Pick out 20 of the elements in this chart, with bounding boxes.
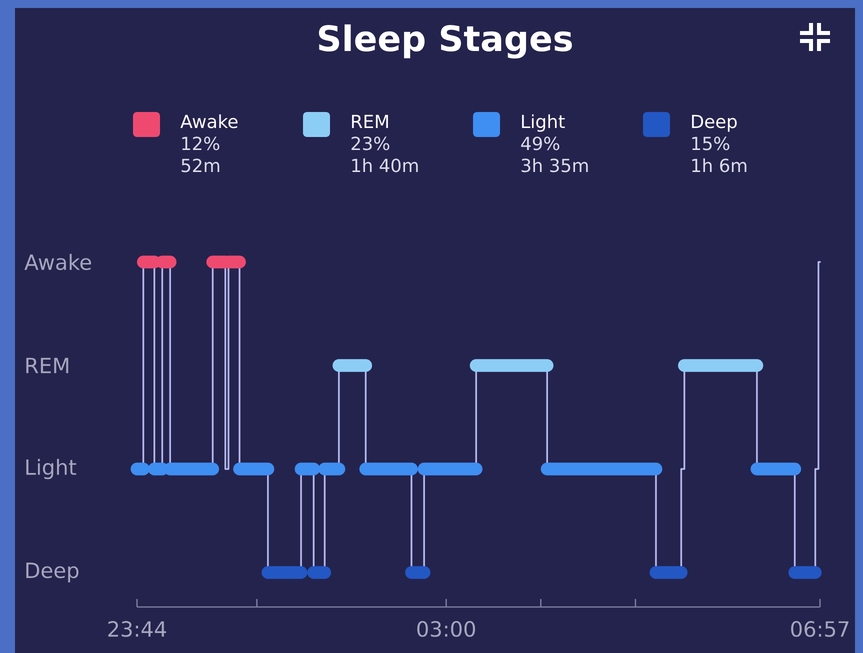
- text: Light: [26, 458, 76, 480]
- text: 12%: [182, 136, 220, 150]
- text: 3h 35m: [522, 158, 588, 172]
- legend-label: Light: [522, 114, 565, 132]
- text: 49%: [521, 136, 560, 150]
- text: Deep: [26, 562, 78, 582]
- text: Awake: [24, 254, 92, 270]
- text: 23%: [352, 136, 390, 150]
- text: 52m: [182, 158, 220, 172]
- x-tick-label: 06:57: [791, 621, 848, 637]
- legend-label: Deep: [692, 114, 737, 132]
- x-tick-label: 03:00: [417, 621, 476, 637]
- text: 1h 6m: [692, 158, 746, 172]
- chart-title: Sleep Stages: [318, 24, 572, 59]
- legend-label: REM: [352, 114, 388, 128]
- legend-label: Awake: [180, 114, 238, 128]
- text: 15%: [692, 136, 730, 150]
- text: REM: [26, 358, 68, 374]
- text: 1h 40m: [352, 158, 418, 172]
- x-tick-label: 23:44: [108, 621, 166, 637]
